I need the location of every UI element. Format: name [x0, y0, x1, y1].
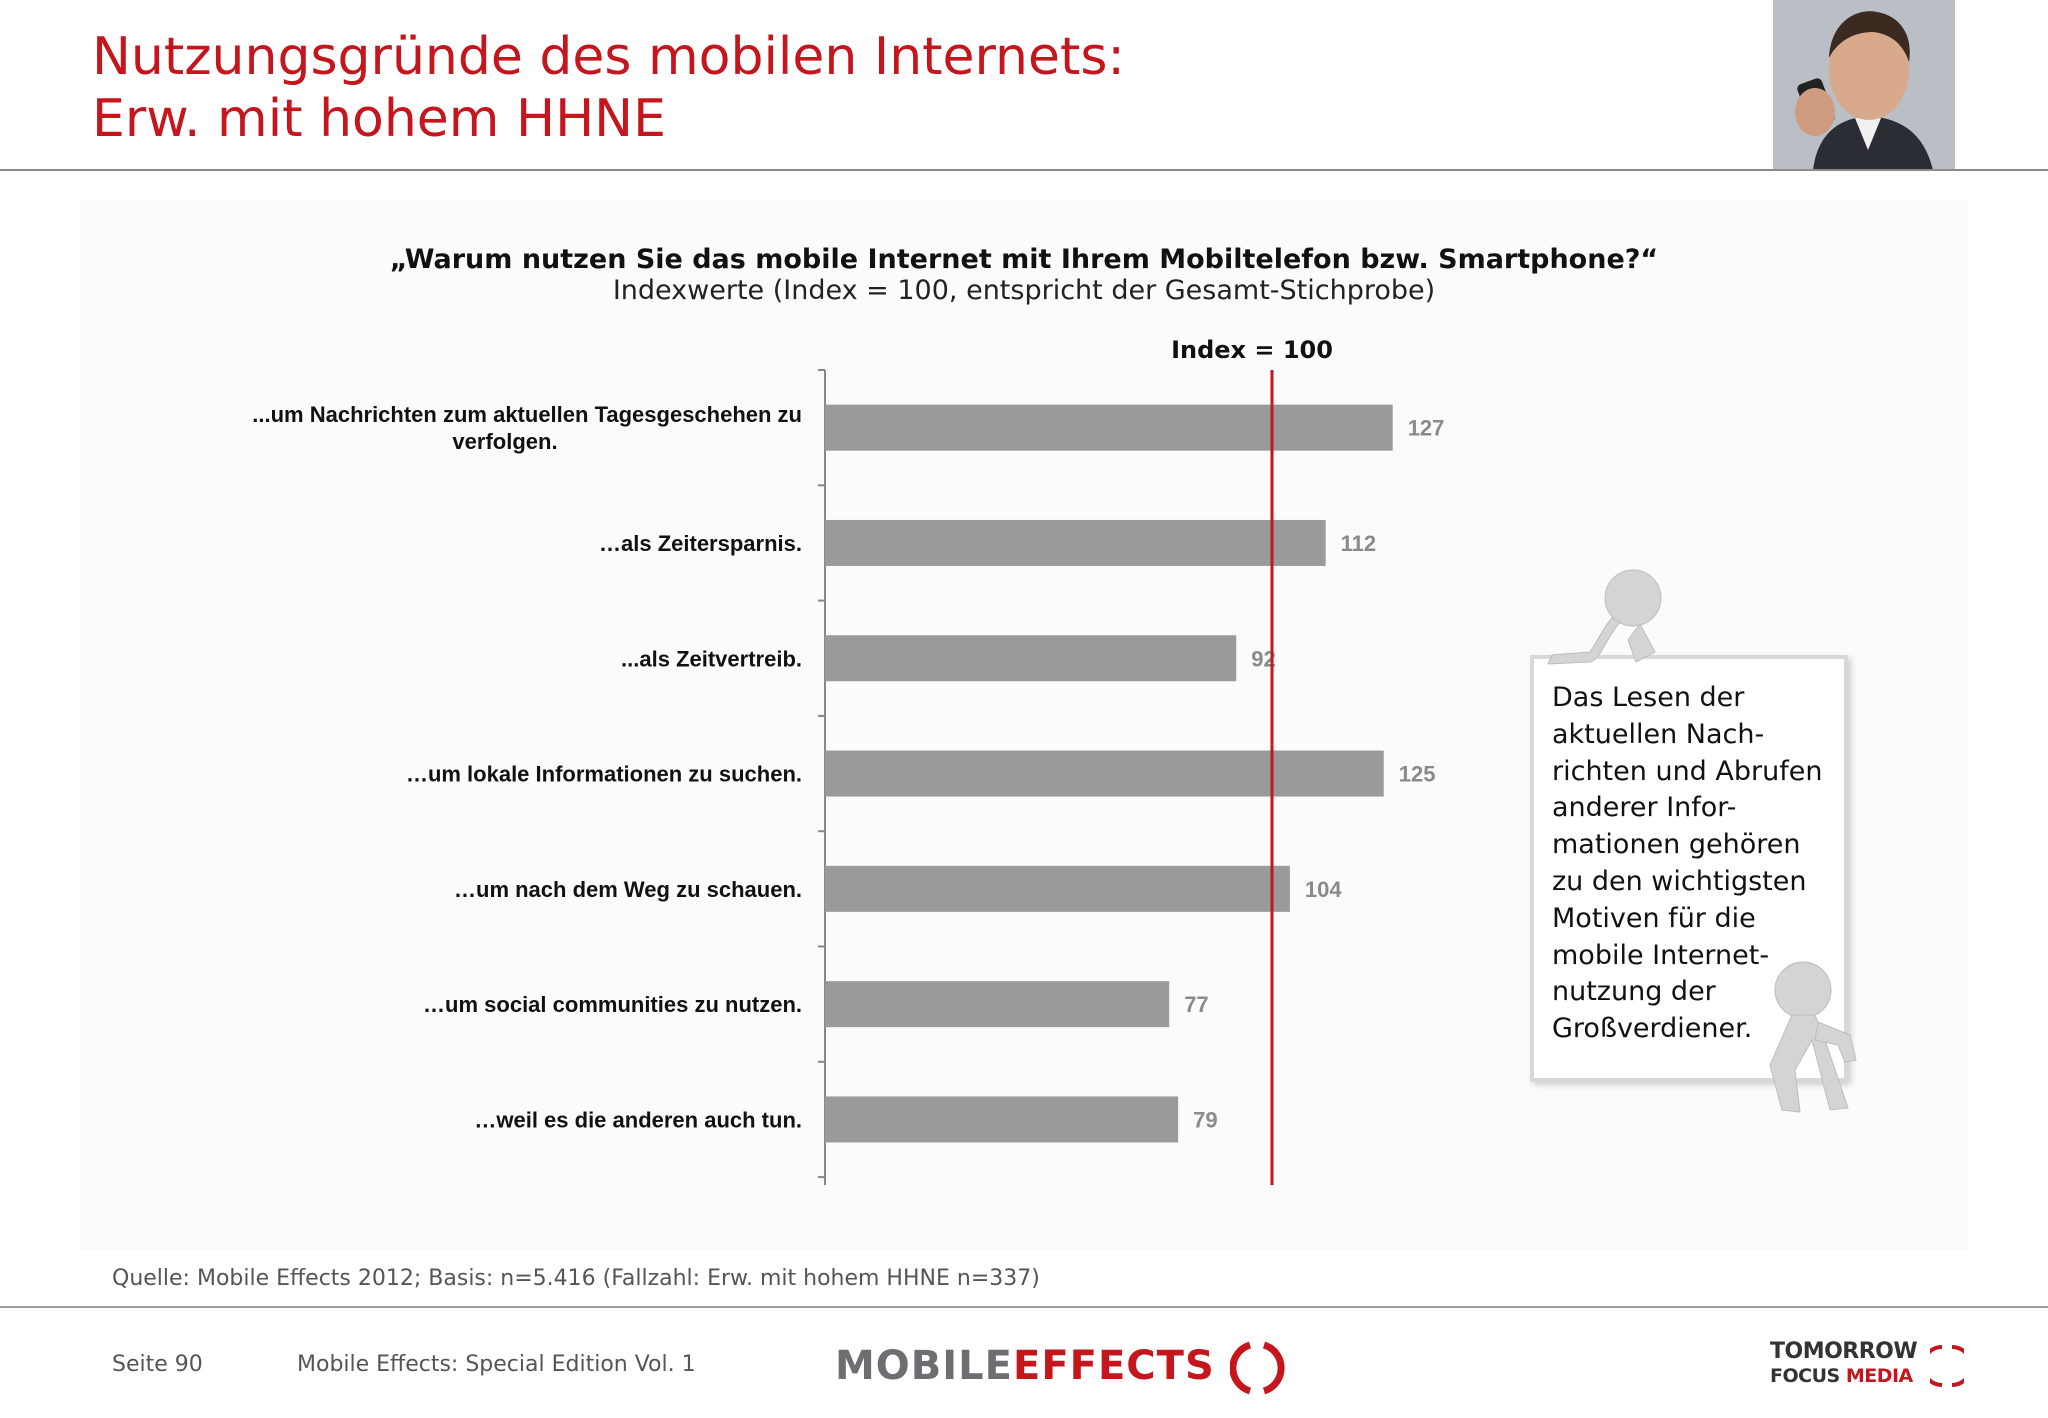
chart-title: „Warum nutzen Sie das mobile Internet mi…	[389, 244, 1659, 275]
tomorrow-focus-media-logo: TOMORROW FOCUS MEDIA	[1770, 1339, 1918, 1388]
category-label: …um nach dem Weg zu schauen.	[454, 877, 802, 902]
header-divider	[0, 169, 2048, 171]
page-number: Seite 90	[112, 1352, 203, 1377]
category-label: …als Zeitersparnis.	[599, 531, 802, 556]
bar	[825, 635, 1237, 682]
bar	[825, 519, 1326, 566]
title-line-1: Nutzungsgründe des mobilen Internets:	[92, 27, 1125, 87]
logo-bracket-icon	[1229, 1341, 1285, 1395]
bar	[825, 981, 1170, 1028]
category-label: ...um Nachrichten zum aktuellen Tagesges…	[252, 402, 802, 427]
reference-line-label: Index = 100	[1171, 336, 1333, 364]
edition-label: Mobile Effects: Special Edition Vol. 1	[297, 1352, 696, 1377]
tfm-bracket-icon	[1930, 1345, 1964, 1387]
callout-text: Das Lesen der aktuellen Nach- richten un…	[1552, 682, 1823, 1045]
man-on-phone-photo	[1773, 0, 1955, 170]
category-label: ...als Zeitvertreib.	[621, 646, 802, 671]
bar	[825, 750, 1384, 797]
bar-chart: 127 ...um Nachrichten zum aktuellen Tages…	[252, 336, 1445, 1186]
category-label: …um social communities zu nutzen.	[423, 992, 802, 1017]
bar-value-label: 127	[1408, 416, 1445, 441]
3d-figure-icon	[1547, 569, 1857, 1113]
source-note: Quelle: Mobile Effects 2012; Basis: n=5.…	[112, 1266, 1040, 1291]
bar-value-label: 104	[1305, 877, 1342, 902]
footer-divider	[0, 1306, 2048, 1308]
chart-subtitle: Indexwerte (Index = 100, entspricht der …	[612, 275, 1436, 306]
bar-value-label: 125	[1399, 762, 1436, 787]
bar-value-label: 77	[1184, 992, 1208, 1017]
bar-value-label: 112	[1341, 531, 1377, 556]
logo-effects-text: EFFECTS	[1013, 1343, 1215, 1389]
bar	[825, 1096, 1179, 1143]
bar-value-label: 79	[1193, 1107, 1217, 1132]
logo-tfm-media: MEDIA	[1845, 1365, 1913, 1387]
logo-tfm-focus: FOCUS	[1770, 1365, 1840, 1387]
bar	[825, 404, 1393, 451]
category-label: …um lokale Informationen zu suchen.	[406, 762, 802, 787]
category-label: …weil es die anderen auch tun.	[474, 1107, 802, 1132]
logo-tfm-line1: TOMORROW	[1770, 1339, 1918, 1364]
page-title: Nutzungsgründe des mobilen Internets: Er…	[92, 26, 1125, 150]
bar	[825, 865, 1290, 912]
mobile-effects-logo: MOBILEEFFECTS	[835, 1336, 1290, 1396]
title-line-2: Erw. mit hohem HHNE	[92, 89, 666, 149]
category-label: verfolgen.	[452, 429, 557, 454]
logo-mobile-text: MOBILE	[835, 1343, 1013, 1389]
